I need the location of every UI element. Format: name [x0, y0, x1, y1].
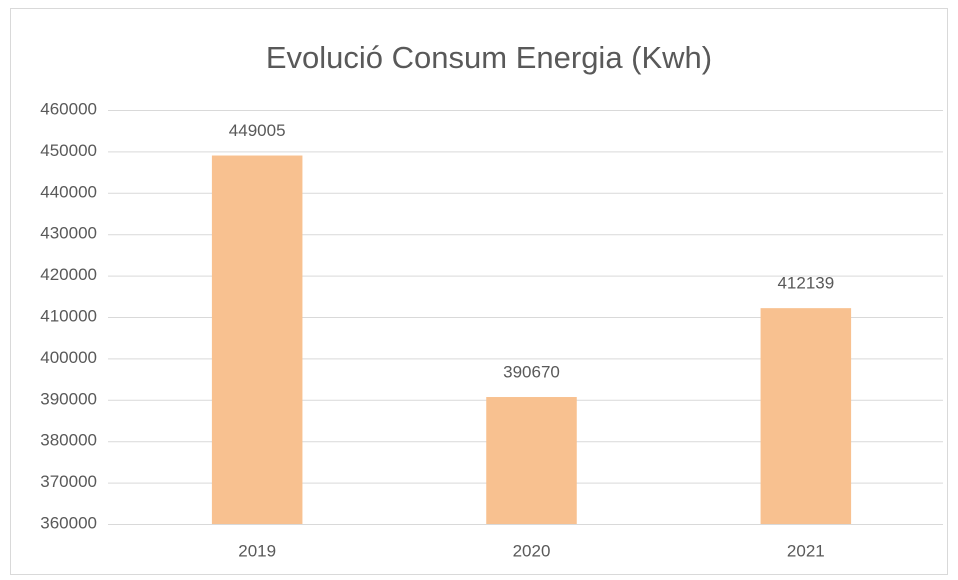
y-tick-label: 440000 — [40, 182, 97, 201]
y-tick-label: 460000 — [40, 99, 97, 118]
data-label: 412139 — [777, 274, 834, 293]
chart-title: Evolució Consum Energia (Kwh) — [266, 40, 712, 75]
y-tick-label: 410000 — [40, 306, 97, 325]
y-tick-label: 400000 — [40, 348, 97, 367]
y-tick-label: 390000 — [40, 389, 97, 408]
x-tick-label: 2020 — [513, 541, 551, 560]
y-tick-label: 450000 — [40, 141, 97, 160]
bar — [211, 155, 303, 525]
x-tick-label: 2019 — [238, 541, 276, 560]
data-label: 390670 — [503, 363, 560, 382]
y-tick-label: 420000 — [40, 265, 97, 284]
y-tick-label: 430000 — [40, 224, 97, 243]
y-tick-label: 370000 — [40, 472, 97, 491]
bar — [760, 308, 852, 524]
x-tick-label: 2021 — [787, 541, 825, 560]
bar — [486, 397, 577, 524]
data-label: 449005 — [229, 121, 286, 140]
y-tick-label: 380000 — [40, 431, 97, 450]
y-tick-label: 360000 — [40, 513, 97, 532]
